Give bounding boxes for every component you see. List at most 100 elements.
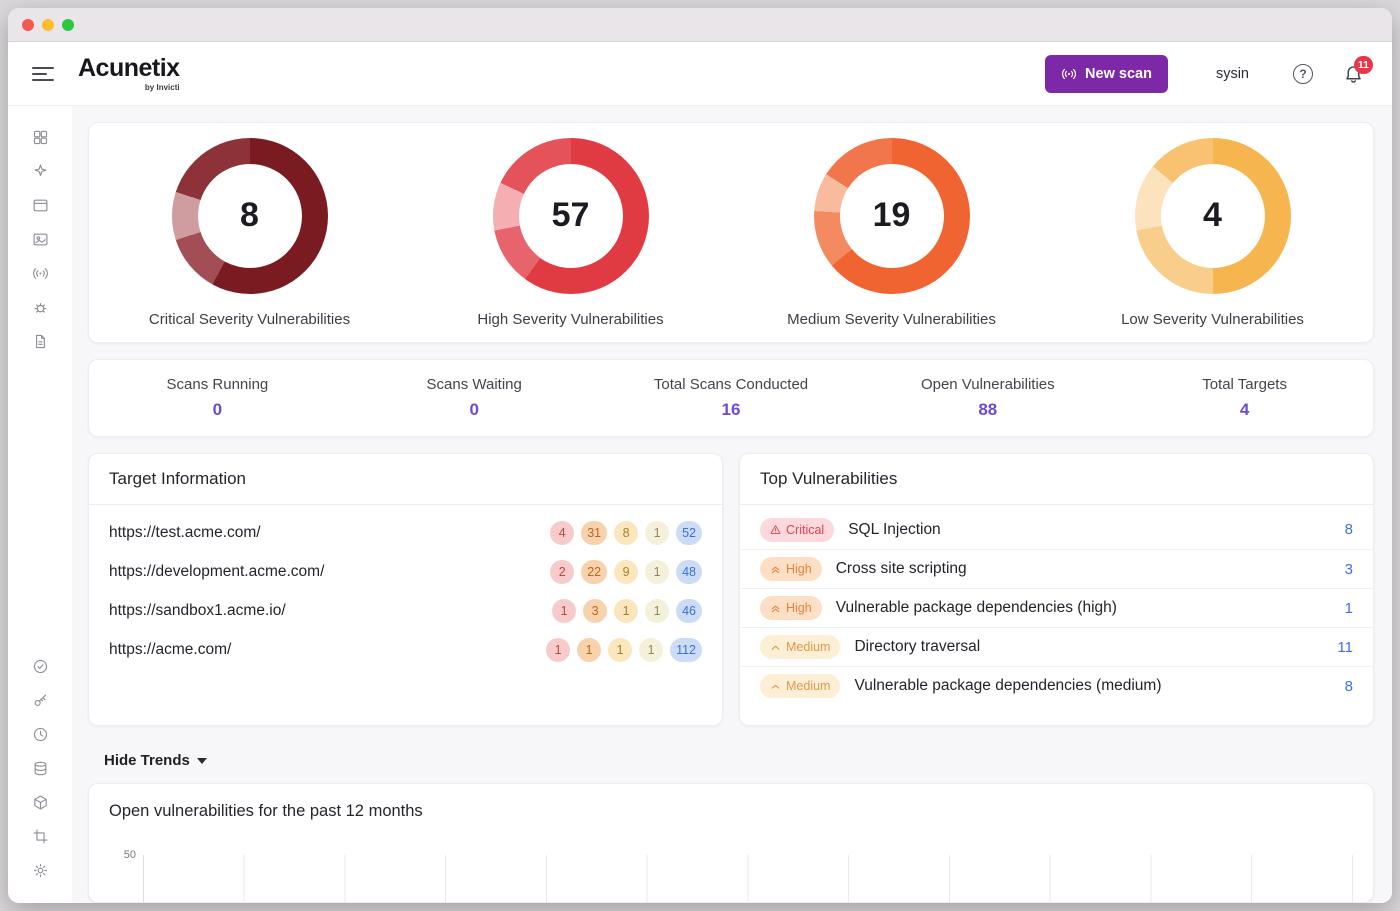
low-count-badge: 1 bbox=[645, 559, 670, 584]
vulnerability-count: 8 bbox=[1344, 677, 1353, 695]
target-information-card: Target Information https://test.acme.com… bbox=[88, 453, 723, 726]
vulnerability-name-link[interactable]: SQL Injection bbox=[848, 520, 941, 538]
notifications-button[interactable]: 11 bbox=[1343, 56, 1373, 84]
minimize-window-button[interactable] bbox=[42, 18, 54, 31]
stat-value: 0 bbox=[212, 400, 223, 420]
target-row: https://sandbox1.acme.io/ 1 3 1 1 46 bbox=[89, 591, 722, 630]
vulnerability-count: 1 bbox=[1344, 599, 1353, 617]
target-information-header: Target Information bbox=[89, 454, 722, 505]
scan-stats-card: Scans Running 0 Scans Waiting 0 Total Sc… bbox=[88, 359, 1374, 437]
card-title: Target Information bbox=[109, 469, 247, 488]
workflow-crop-icon[interactable] bbox=[23, 819, 57, 853]
info-count-badge: 112 bbox=[670, 637, 702, 662]
trends-chart-area: 50 bbox=[109, 849, 1353, 903]
high-count-badge: 3 bbox=[583, 598, 608, 623]
target-url-link[interactable]: https://acme.com/ bbox=[109, 640, 232, 658]
acunetix-logo[interactable]: Acunetix by Invicti bbox=[78, 53, 180, 92]
severity-pill-critical: Critical bbox=[760, 517, 835, 542]
trends-chart-card: Open vulnerabilities for the past 12 mon… bbox=[88, 783, 1374, 903]
severity-label: Medium bbox=[786, 679, 831, 693]
vulnerability-name-link[interactable]: Cross site scripting bbox=[835, 560, 967, 577]
logo-subtext: by Invicti bbox=[144, 82, 180, 92]
medium-donut-chart[interactable]: 19 bbox=[813, 137, 970, 294]
low-count-badge: 1 bbox=[639, 637, 664, 662]
vulnerability-name-link[interactable]: Vulnerable package dependencies (medium) bbox=[854, 677, 1162, 694]
zoom-window-button[interactable] bbox=[62, 18, 74, 31]
critical-count-badge: 2 bbox=[550, 559, 575, 584]
medium-count-badge: 9 bbox=[614, 559, 639, 584]
hide-trends-label: Hide Trends bbox=[104, 752, 190, 769]
low-donut-chart[interactable]: 4 bbox=[1134, 137, 1291, 294]
hide-trends-toggle[interactable]: Hide Trends bbox=[104, 752, 1374, 769]
scans-icon[interactable] bbox=[23, 188, 57, 222]
info-count-badge: 48 bbox=[676, 559, 702, 584]
vulnerability-count: 11 bbox=[1337, 638, 1353, 656]
severity-label: High bbox=[786, 601, 812, 615]
chevrons-up-icon bbox=[770, 564, 781, 575]
medium-count: 19 bbox=[872, 196, 911, 235]
compliance-check-icon[interactable] bbox=[23, 649, 57, 683]
y-axis-tick-label: 50 bbox=[123, 849, 136, 861]
schedule-clock-icon[interactable] bbox=[23, 717, 57, 751]
medium-donut-widget: 19 Medium Severity Vulnerabilities bbox=[731, 137, 1052, 328]
stat-value: 4 bbox=[1239, 400, 1250, 420]
scan-results-icon[interactable] bbox=[23, 222, 57, 256]
high-donut-chart[interactable]: 57 bbox=[492, 137, 649, 294]
low-donut-label: Low Severity Vulnerabilities bbox=[1121, 310, 1304, 328]
critical-count-badge: 1 bbox=[552, 598, 577, 623]
reports-document-icon[interactable] bbox=[23, 324, 57, 358]
high-count-badge: 31 bbox=[581, 520, 608, 545]
vulnerability-row: Critical SQL Injection 8 bbox=[740, 510, 1373, 549]
settings-gear-icon[interactable] bbox=[23, 853, 57, 887]
vulnerability-name-link[interactable]: Vulnerable package dependencies (high) bbox=[835, 599, 1117, 616]
stat-scans-running[interactable]: Scans Running 0 bbox=[89, 376, 346, 420]
severity-pill-high: High bbox=[760, 596, 822, 620]
warning-triangle-icon bbox=[770, 524, 781, 535]
high-donut-widget: 57 High Severity Vulnerabilities bbox=[410, 137, 731, 328]
user-menu[interactable]: sysin bbox=[1215, 65, 1249, 82]
stat-value: 88 bbox=[978, 400, 998, 420]
stat-total-scans[interactable]: Total Scans Conducted 16 bbox=[603, 376, 860, 420]
vulnerability-name-link[interactable]: Directory traversal bbox=[854, 638, 981, 655]
stat-value: 0 bbox=[469, 400, 479, 420]
severity-summary-card: 8 Critical Severity Vulnerabilities 57 H… bbox=[88, 122, 1374, 344]
trends-plot-gridlines bbox=[143, 855, 1353, 903]
stat-value: 16 bbox=[721, 400, 741, 420]
radar-icon bbox=[1061, 66, 1077, 82]
high-count-badge: 1 bbox=[577, 637, 602, 662]
stat-total-targets[interactable]: Total Targets 4 bbox=[1116, 376, 1373, 420]
integrations-box-icon[interactable] bbox=[23, 785, 57, 819]
app-header: Acunetix by Invicti New scan sysin ? 11 bbox=[8, 42, 1392, 106]
vulnerability-row: Medium Vulnerable package dependencies (… bbox=[740, 666, 1373, 705]
severity-pill-medium: Medium bbox=[760, 674, 841, 698]
severity-badge-group: 1 1 1 1 112 bbox=[546, 637, 702, 662]
vulnerability-row: High Vulnerable package dependencies (hi… bbox=[740, 588, 1373, 627]
target-url-link[interactable]: https://test.acme.com/ bbox=[109, 523, 261, 541]
new-scan-radar-icon[interactable] bbox=[23, 256, 57, 290]
severity-label: High bbox=[786, 562, 812, 576]
severity-label: Critical bbox=[786, 522, 825, 537]
close-window-button[interactable] bbox=[22, 18, 34, 31]
severity-badge-group: 2 22 9 1 48 bbox=[550, 559, 702, 584]
help-icon[interactable]: ? bbox=[1293, 63, 1313, 84]
stat-scans-waiting[interactable]: Scans Waiting 0 bbox=[346, 376, 603, 420]
stat-open-vulnerabilities[interactable]: Open Vulnerabilities 88 bbox=[859, 376, 1116, 420]
chevron-up-icon bbox=[770, 642, 781, 653]
critical-donut-chart[interactable]: 8 bbox=[171, 137, 328, 294]
vulnerabilities-bug-icon[interactable] bbox=[23, 290, 57, 324]
target-url-link[interactable]: https://sandbox1.acme.io/ bbox=[109, 601, 286, 619]
critical-donut-widget: 8 Critical Severity Vulnerabilities bbox=[89, 137, 410, 328]
high-count-badge: 22 bbox=[581, 559, 608, 584]
top-vulnerabilities-card: Top Vulnerabilities Critical bbox=[739, 453, 1374, 726]
dashboard-icon[interactable] bbox=[23, 120, 57, 154]
database-icon[interactable] bbox=[23, 751, 57, 785]
severity-pill-high: High bbox=[760, 557, 822, 581]
chevrons-up-icon bbox=[770, 603, 781, 614]
logo-text: Acunetix bbox=[78, 53, 180, 82]
discovery-icon[interactable] bbox=[23, 154, 57, 188]
target-url-link[interactable]: https://development.acme.com/ bbox=[109, 562, 325, 580]
severity-label: Medium bbox=[786, 640, 831, 654]
menu-icon[interactable] bbox=[32, 66, 54, 81]
new-scan-button[interactable]: New scan bbox=[1045, 54, 1168, 93]
api-key-icon[interactable] bbox=[23, 683, 57, 717]
